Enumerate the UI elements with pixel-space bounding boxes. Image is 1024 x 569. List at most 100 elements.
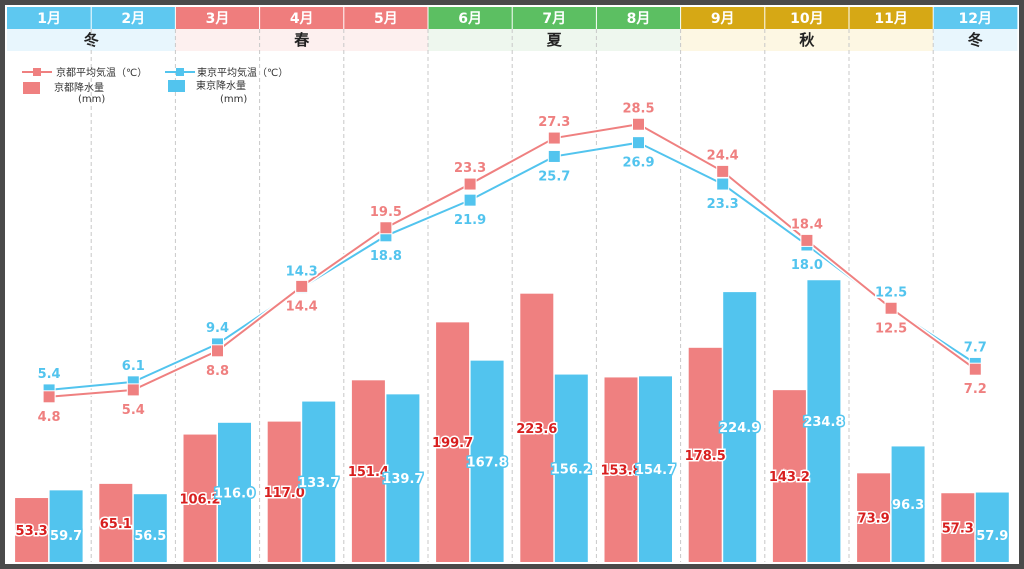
kyoto-temp-value: 19.5 xyxy=(370,205,402,220)
legend-kyoto-temp-marker xyxy=(33,68,41,76)
season-band xyxy=(933,29,1018,51)
tokyo-temp-value: 23.3 xyxy=(707,197,739,212)
kyoto-temp-point xyxy=(800,233,814,247)
kyoto-temp-point xyxy=(884,301,898,315)
kyoto-temp-point xyxy=(211,344,224,358)
kyoto-temp-line xyxy=(49,123,976,398)
tokyo-temp-value: 18.0 xyxy=(791,258,823,273)
kyoto-temp-point xyxy=(632,117,645,131)
season-label: 春 xyxy=(294,31,309,49)
kyoto-temp-point xyxy=(968,362,982,376)
tokyo-temp-value: 25.7 xyxy=(538,169,570,184)
kyoto-rain-value: 106.2 xyxy=(179,492,220,507)
tokyo-temp-value: 7.7 xyxy=(964,340,987,355)
tokyo-temp-value: 26.9 xyxy=(622,156,654,171)
month-header-cell xyxy=(764,7,849,29)
month-label: 3月 xyxy=(206,11,230,27)
month-label: 6月 xyxy=(458,11,482,27)
month-label: 11月 xyxy=(874,11,907,27)
kyoto-temp-point xyxy=(463,177,477,191)
kyoto-temp-point xyxy=(42,390,56,404)
kyoto-rain-bar xyxy=(351,380,385,562)
legend-kyoto-rain-unit: (mm) xyxy=(78,94,105,105)
kyoto-temp-value: 7.2 xyxy=(964,382,987,397)
month-header-cell xyxy=(933,7,1018,29)
month-header-cell xyxy=(7,7,92,29)
month-header-cell xyxy=(259,7,344,29)
kyoto-temp-value: 8.8 xyxy=(206,364,229,379)
tokyo-rain-value: 234.8 xyxy=(803,415,844,430)
tokyo-rain-bar xyxy=(133,494,167,562)
kyoto-rain-bar xyxy=(857,473,891,562)
tokyo-rain-value: 167.8 xyxy=(467,455,508,470)
tokyo-temp-point xyxy=(547,149,561,163)
tokyo-temp-point xyxy=(463,193,477,207)
month-header-cell xyxy=(849,7,934,29)
kyoto-temp-value: 12.5 xyxy=(875,321,907,336)
tokyo-temp-point xyxy=(632,136,645,150)
tokyo-rain-value: 56.5 xyxy=(134,529,166,544)
kyoto-rain-bar xyxy=(436,322,470,562)
month-label: 1月 xyxy=(37,11,61,27)
kyoto-temp-value: 24.4 xyxy=(707,148,739,163)
tokyo-rain-value: 59.7 xyxy=(50,529,82,544)
month-label: 8月 xyxy=(627,11,651,27)
month-header-cell xyxy=(512,7,597,29)
kyoto-temp-value: 23.3 xyxy=(454,161,486,176)
tokyo-rain-bar xyxy=(723,292,757,562)
kyoto-rain-value: 73.9 xyxy=(858,512,890,527)
season-label: 冬 xyxy=(968,31,983,49)
kyoto-temp-point xyxy=(716,164,730,178)
legend-kyoto-temp-label: 京都平均気温（℃） xyxy=(56,66,147,79)
kyoto-rain-value: 57.3 xyxy=(942,522,974,537)
kyoto-rain-bar xyxy=(520,293,554,562)
kyoto-rain-bar xyxy=(15,498,49,562)
legend-kyoto-rain-label: 京都降水量 xyxy=(54,81,104,94)
tokyo-rain-bar xyxy=(554,374,588,562)
tokyo-rain-value: 57.9 xyxy=(976,529,1008,544)
kyoto-rain-bar xyxy=(688,347,722,562)
kyoto-rain-value: 153.8 xyxy=(600,464,641,479)
kyoto-temp-point xyxy=(547,131,561,145)
tokyo-temp-value: 5.4 xyxy=(38,367,61,382)
kyoto-rain-value: 143.2 xyxy=(769,470,810,485)
tokyo-rain-bar xyxy=(49,490,83,562)
month-header-cell xyxy=(596,7,681,29)
tokyo-temp-point xyxy=(716,177,730,191)
kyoto-rain-bar xyxy=(941,493,975,562)
kyoto-rain-value: 117.0 xyxy=(264,486,305,501)
tokyo-rain-value: 224.9 xyxy=(719,421,760,436)
month-label: 9月 xyxy=(711,11,735,27)
kyoto-rain-bar xyxy=(772,390,806,562)
month-label: 2月 xyxy=(121,11,145,27)
legend-tokyo-rain-swatch xyxy=(168,80,185,92)
kyoto-rain-bar xyxy=(99,483,133,562)
kyoto-rain-value: 178.5 xyxy=(685,449,726,464)
tokyo-rain-bar xyxy=(639,376,672,562)
month-header-cell xyxy=(428,7,513,29)
tokyo-rain-bar xyxy=(891,446,925,562)
kyoto-temp-value: 28.5 xyxy=(622,101,654,116)
tokyo-temp-value: 21.9 xyxy=(454,213,486,228)
month-header-cell xyxy=(91,7,176,29)
kyoto-rain-value: 199.7 xyxy=(432,436,473,451)
tokyo-rain-value: 139.7 xyxy=(382,472,423,487)
season-band xyxy=(175,29,428,51)
tokyo-rain-bar xyxy=(302,401,336,562)
kyoto-rain-bar xyxy=(604,377,638,562)
kyoto-temp-value: 5.4 xyxy=(122,403,145,418)
month-header-cell xyxy=(680,7,765,29)
season-label: 夏 xyxy=(546,31,563,49)
kyoto-rain-value: 223.6 xyxy=(516,422,557,437)
tokyo-rain-bar xyxy=(218,422,251,562)
tokyo-rain-value: 156.2 xyxy=(551,462,592,477)
tokyo-rain-value: 133.7 xyxy=(298,476,339,491)
legend-tokyo-temp-label: 東京平均気温（℃） xyxy=(197,66,288,79)
tokyo-temp-value: 12.5 xyxy=(875,285,907,300)
month-label: 7月 xyxy=(542,11,566,27)
kyoto-rain-value: 65.1 xyxy=(100,517,132,532)
month-label: 4月 xyxy=(290,11,314,27)
kyoto-temp-point xyxy=(126,383,140,397)
